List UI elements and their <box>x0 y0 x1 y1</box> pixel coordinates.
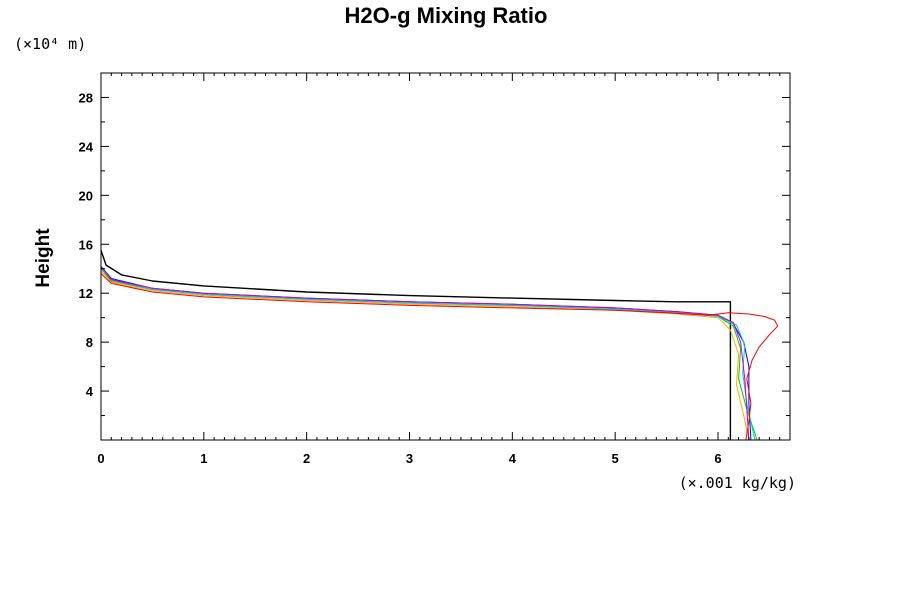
y-tick-label: 12 <box>79 286 93 301</box>
plot-frame <box>100 72 791 441</box>
x-tick-label: 3 <box>406 451 413 466</box>
series-line <box>100 267 756 441</box>
y-tick-label: 20 <box>79 188 93 203</box>
series-line <box>100 73 750 441</box>
y-tick-label: 8 <box>86 335 93 350</box>
x-tick-label: 4 <box>509 451 517 466</box>
series-line <box>100 273 779 441</box>
x-tick-label: 2 <box>303 451 310 466</box>
x-tick-label: 5 <box>612 451 619 466</box>
x-tick-label: 1 <box>200 451 207 466</box>
chart-title: H2O-g Mixing Ratio <box>345 3 548 28</box>
y-axis-label: Height <box>33 228 54 288</box>
y-tick-label: 24 <box>79 139 94 154</box>
series-line <box>100 250 732 440</box>
y-tick-label: 4 <box>86 384 94 399</box>
y-tick-label: 16 <box>79 237 93 252</box>
y-axis-unit-label: (×10⁴ m) <box>14 35 86 53</box>
x-axis-unit-label: (×.001 kg/kg) <box>679 474 796 492</box>
series-layer <box>100 73 779 441</box>
x-tick-label: 6 <box>714 451 721 466</box>
y-tick-label: 28 <box>79 90 93 105</box>
x-tick-label: 0 <box>97 451 104 466</box>
